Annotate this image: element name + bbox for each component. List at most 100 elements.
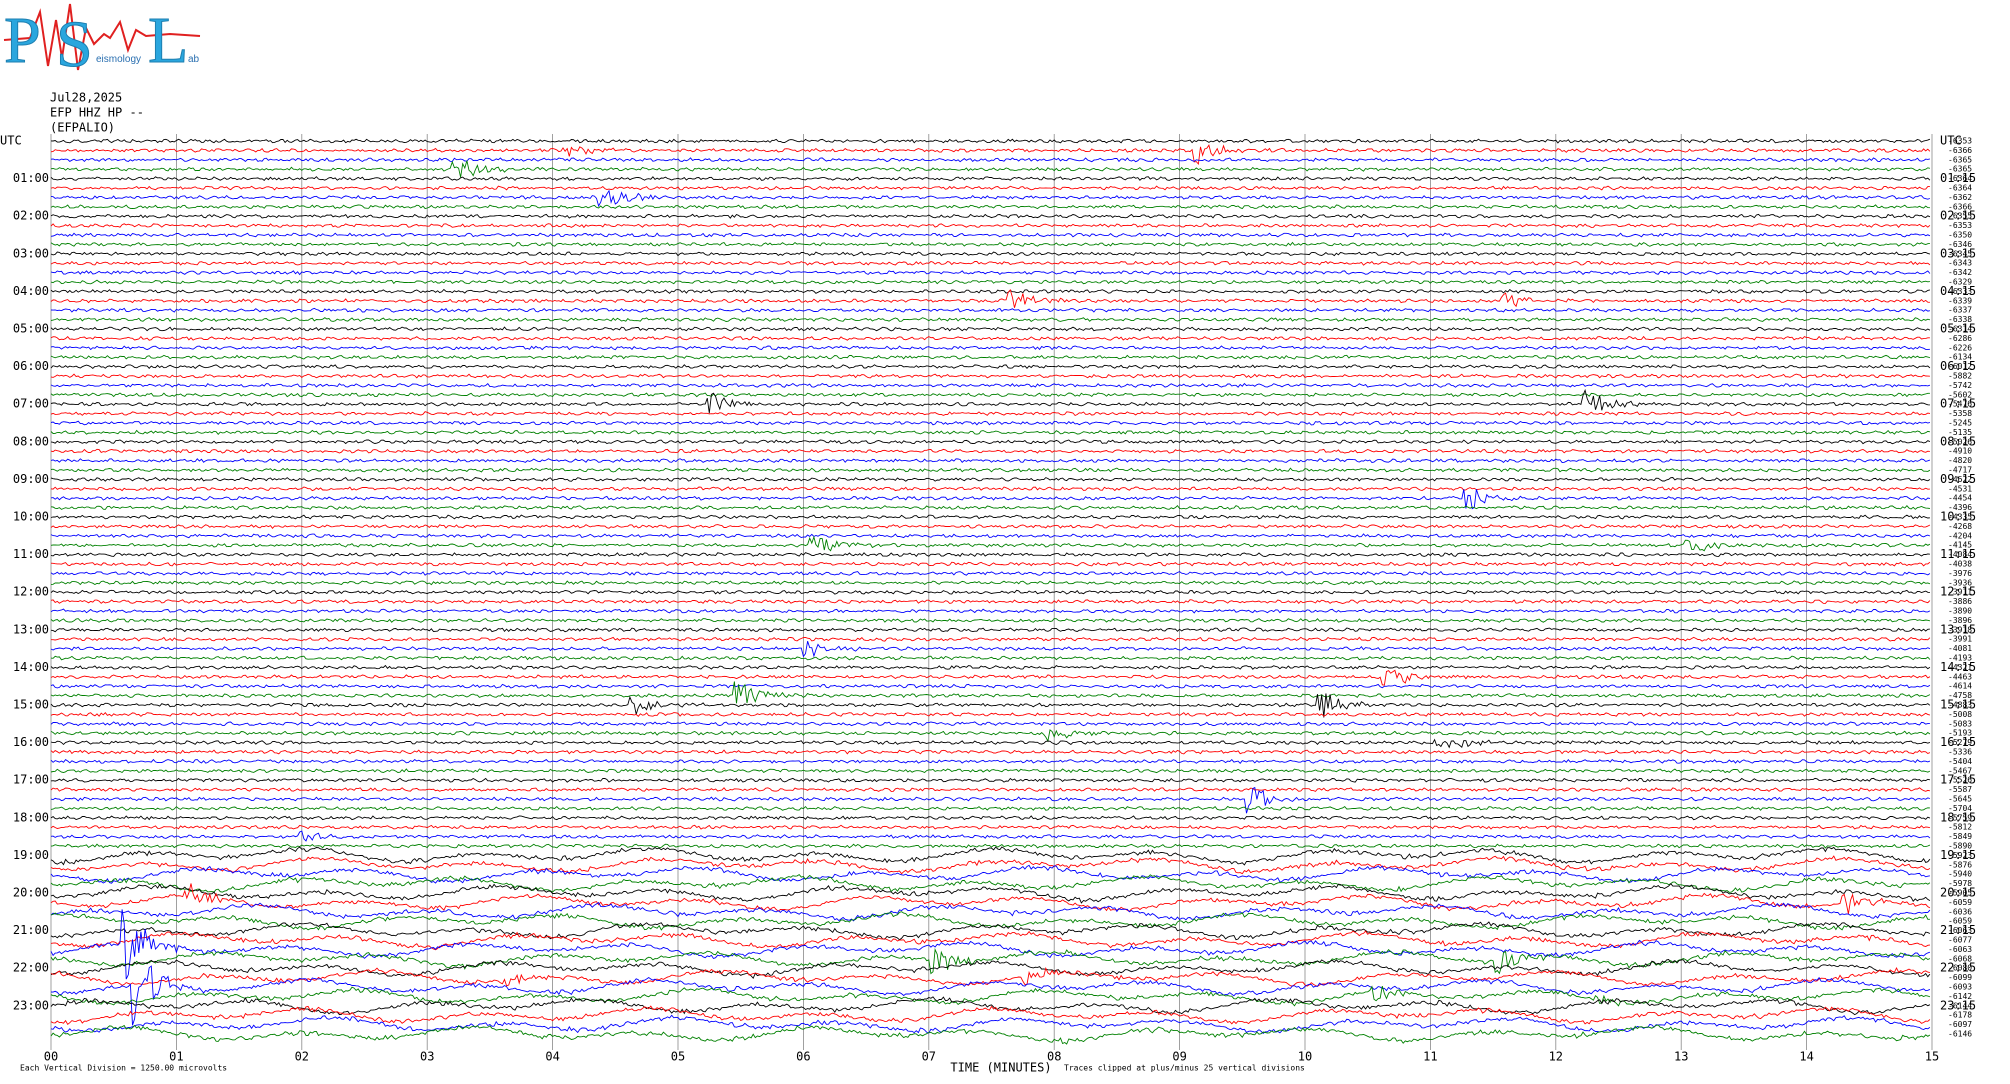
trace-offset: -6339 <box>1948 296 1972 305</box>
trace <box>50 241 1930 247</box>
hour-label-right: 14:15 <box>1940 660 1976 674</box>
trace <box>50 627 1930 633</box>
trace <box>50 669 1931 686</box>
trace <box>50 864 1930 884</box>
trace <box>50 552 1930 557</box>
logo-small: eismology <box>96 54 141 65</box>
trace-offset: -5882 <box>1948 372 1972 381</box>
logo-letter: L <box>148 4 188 77</box>
trace <box>50 429 1930 435</box>
trace-offset: -3918 <box>1948 625 1972 634</box>
trace <box>50 354 1931 360</box>
trace <box>50 1024 1931 1045</box>
trace-offset: -5759 <box>1948 813 1972 822</box>
trace-offset: -4622 <box>1948 475 1972 484</box>
trace-offset: -6355 <box>1948 212 1972 221</box>
trace-offset: -5008 <box>1948 710 1972 719</box>
trace <box>50 420 1931 426</box>
trace-offset: -6286 <box>1948 334 1972 343</box>
trace <box>50 392 1930 398</box>
trace <box>50 411 1930 417</box>
trace-offset: -5890 <box>1948 842 1972 851</box>
hour-label: 06:00 <box>13 359 49 373</box>
trace-offset: -4081 <box>1948 644 1972 653</box>
trace-offset: -6012 <box>1948 362 1972 371</box>
hour-label: 20:00 <box>13 886 49 900</box>
trace <box>50 570 1931 576</box>
trace-offset: -5358 <box>1948 409 1972 418</box>
hour-label: 19:00 <box>13 848 49 862</box>
trace <box>50 251 1931 257</box>
trace-offset: -4268 <box>1948 522 1972 531</box>
hour-label-right: 23:15 <box>1940 998 1976 1012</box>
traces <box>50 138 1931 1045</box>
trace-offset: -3976 <box>1948 569 1972 578</box>
trace-offset: -6346 <box>1948 240 1972 249</box>
x-axis-title: TIME (MINUTES) <box>950 1061 1051 1075</box>
trace <box>50 921 1931 941</box>
hour-label: 08:00 <box>13 434 49 448</box>
trace <box>50 189 1931 208</box>
trace-offset: -6353 <box>1948 137 1972 146</box>
x-tick-label: 01 <box>169 1050 183 1064</box>
trace <box>50 768 1931 774</box>
trace-offset: -4454 <box>1948 494 1972 503</box>
logo-small: ab <box>188 54 200 65</box>
trace-offset: -4193 <box>1948 654 1972 663</box>
hour-label-right: 04:15 <box>1940 284 1976 298</box>
hour-label: 10:00 <box>13 510 49 524</box>
trace-offset: -3890 <box>1948 607 1972 616</box>
logo-wave <box>3 3 201 71</box>
trace <box>50 1005 1931 1025</box>
hour-label-right: 10:15 <box>1940 510 1976 524</box>
trace <box>50 138 1931 144</box>
trace <box>50 223 1931 229</box>
trace-offset: -5476 <box>1948 400 1972 409</box>
trace-offset: -6226 <box>1948 343 1972 352</box>
trace <box>50 805 1930 811</box>
trace-offset: -6366 <box>1948 202 1972 211</box>
trace <box>50 655 1931 661</box>
hour-label-right: 03:15 <box>1940 246 1976 260</box>
x-tick-label: 10 <box>1298 1050 1312 1064</box>
clip-note: Traces clipped at plus/minus 25 vertical… <box>1064 1064 1305 1073</box>
hour-label: 23:00 <box>13 998 49 1012</box>
trace <box>51 636 1931 642</box>
x-tick-label: 05 <box>671 1050 685 1064</box>
trace <box>50 514 1930 520</box>
trace-offset: -6337 <box>1948 306 1972 315</box>
trace <box>50 204 1930 210</box>
trace-offset: -6350 <box>1948 231 1972 240</box>
trace <box>50 561 1931 567</box>
trace-offset: -5279 <box>1948 738 1972 747</box>
hour-label-right: 18:15 <box>1940 810 1976 824</box>
trace-offset: -5940 <box>1948 870 1972 879</box>
trace-offset: -3936 <box>1948 578 1972 587</box>
trace <box>50 326 1931 332</box>
trace-offset: -6365 <box>1948 155 1972 164</box>
trace-offset: -6036 <box>1948 907 1972 916</box>
trace-offset: -3886 <box>1948 597 1972 606</box>
trace-offset: -6099 <box>1948 973 1972 982</box>
trace-offset: -3991 <box>1948 635 1972 644</box>
trace-offset: -4396 <box>1948 503 1972 512</box>
trace-offset: -6178 <box>1948 1011 1972 1020</box>
trace <box>50 144 1931 166</box>
logo-letter: P <box>4 4 41 77</box>
trace-offset: -4335 <box>1948 513 1972 522</box>
hour-label-right: 06:15 <box>1940 359 1976 373</box>
trace-offset: -4883 <box>1948 701 1972 710</box>
trace-offset: -6342 <box>1948 268 1972 277</box>
trace <box>50 279 1930 285</box>
trace <box>50 664 1931 670</box>
trace <box>50 683 1931 689</box>
trace-offset: -6077 <box>1948 936 1972 945</box>
trace-offset: -4531 <box>1948 484 1972 493</box>
trace <box>50 1014 1931 1034</box>
trace <box>50 185 1930 191</box>
hour-label: 22:00 <box>13 961 49 975</box>
scale-note: Each Vertical Division = 1250.00 microvo… <box>20 1064 227 1073</box>
trace <box>50 467 1931 473</box>
hour-label-right: 08:15 <box>1940 434 1976 448</box>
trace <box>50 448 1930 454</box>
